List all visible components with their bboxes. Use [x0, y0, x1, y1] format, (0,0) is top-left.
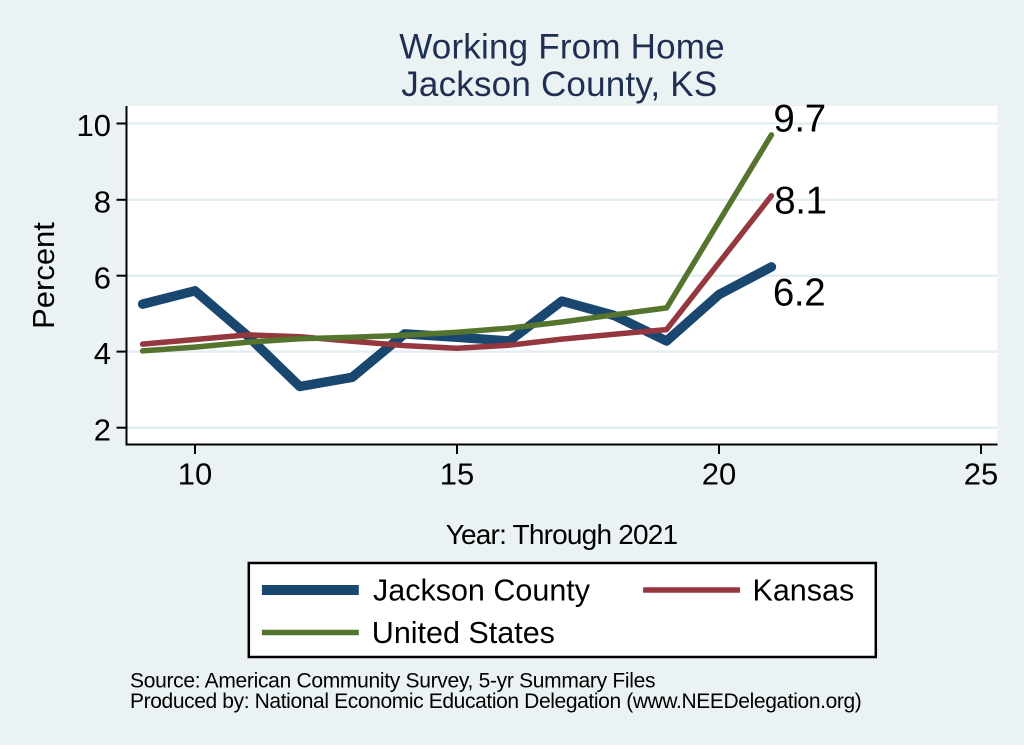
svg-text:United States: United States: [372, 616, 555, 650]
svg-text:8.1: 8.1: [774, 180, 826, 223]
svg-text:6: 6: [94, 260, 111, 295]
svg-text:6.2: 6.2: [773, 271, 825, 314]
svg-text:10: 10: [178, 457, 212, 492]
svg-text:15: 15: [440, 457, 474, 492]
svg-text:10: 10: [77, 108, 111, 143]
svg-text:25: 25: [964, 457, 998, 492]
svg-text:Jackson County, KS: Jackson County, KS: [401, 65, 717, 104]
svg-text:Working From Home: Working From Home: [399, 27, 725, 66]
svg-text:Produced by: National Economic: Produced by: National Economic Education…: [130, 690, 861, 713]
svg-text:2: 2: [94, 412, 111, 447]
svg-text:Year: Through 2021: Year: Through 2021: [446, 519, 678, 550]
svg-text:Kansas: Kansas: [753, 574, 855, 608]
svg-text:Source: American Community Sur: Source: American Community Survey, 5-yr …: [130, 670, 655, 693]
svg-text:Percent: Percent: [26, 222, 61, 329]
svg-text:Jackson County: Jackson County: [373, 574, 591, 608]
svg-text:20: 20: [702, 457, 736, 492]
svg-text:4: 4: [94, 336, 111, 371]
svg-text:9.7: 9.7: [773, 98, 825, 141]
svg-text:8: 8: [94, 184, 111, 219]
